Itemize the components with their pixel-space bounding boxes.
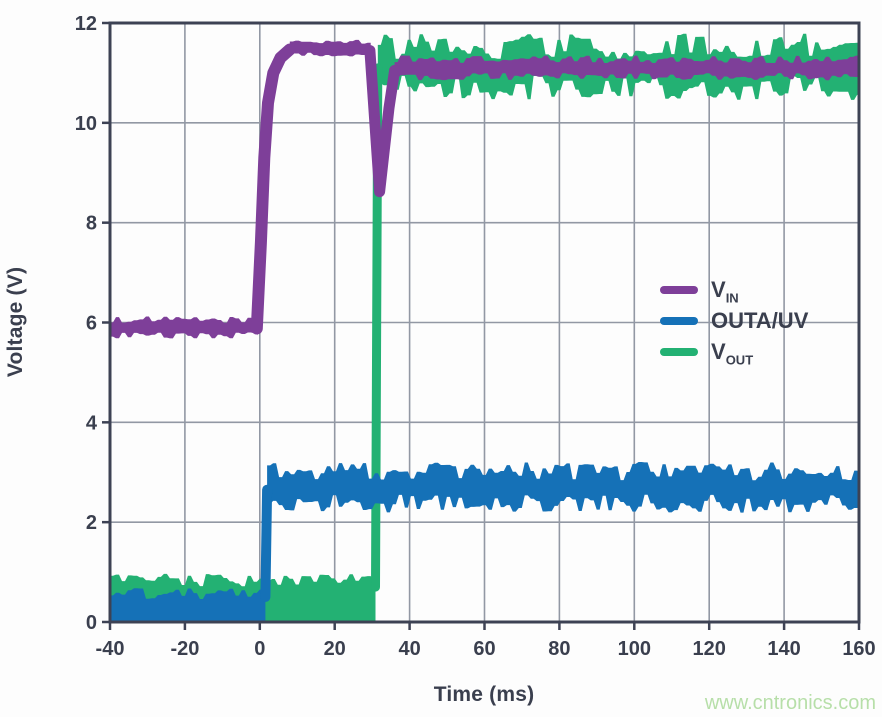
watermark: www.cntronics.com xyxy=(704,692,876,714)
x-tick-label: -40 xyxy=(96,638,125,660)
y-tick-label: 10 xyxy=(75,113,97,135)
trace-vin xyxy=(110,39,859,339)
x-tick-label: 60 xyxy=(473,638,495,660)
y-tick-label: 0 xyxy=(86,612,97,634)
y-tick-label: 12 xyxy=(75,13,97,35)
x-tick-label: 140 xyxy=(767,638,800,660)
y-tick-label: 4 xyxy=(86,412,98,434)
plot-frame xyxy=(108,21,861,624)
x-tick-label: 40 xyxy=(398,638,420,660)
legend-item-vout: VOUT xyxy=(660,338,808,367)
x-tick-label: -20 xyxy=(170,638,199,660)
y-tick-label: 2 xyxy=(86,512,97,534)
y-axis-title: Voltage (V) xyxy=(4,266,27,378)
tick-labels: -40 -20 0 20 40 60 80 100 120 140 160 0 2 4 6 8 10 12 xyxy=(75,13,876,660)
legend-swatch xyxy=(660,316,698,325)
y-tick-label: 6 xyxy=(86,313,97,335)
x-tick-label: 100 xyxy=(618,638,651,660)
x-tick-label: 20 xyxy=(324,638,346,660)
x-tick-label: 0 xyxy=(254,638,265,660)
x-axis-title: Time (ms) xyxy=(433,683,535,706)
x-tick-label: 80 xyxy=(548,638,570,660)
legend-label: VIN xyxy=(711,276,739,305)
legend: VIN OUTA/UV VOUT xyxy=(660,276,808,367)
x-tick-label: 160 xyxy=(842,638,875,660)
y-tick-label: 8 xyxy=(86,213,97,235)
trace-outa-uv xyxy=(110,462,859,622)
legend-swatch xyxy=(660,347,698,356)
traces xyxy=(110,33,859,622)
legend-label: OUTA/UV xyxy=(711,307,809,333)
legend-swatch xyxy=(660,285,698,294)
x-tick-label: 120 xyxy=(693,638,726,660)
legend-label: VOUT xyxy=(711,338,754,367)
legend-item-vin: VIN xyxy=(660,276,808,305)
legend-item-outa-uv: OUTA/UV xyxy=(660,307,808,334)
tick-marks xyxy=(102,21,861,630)
